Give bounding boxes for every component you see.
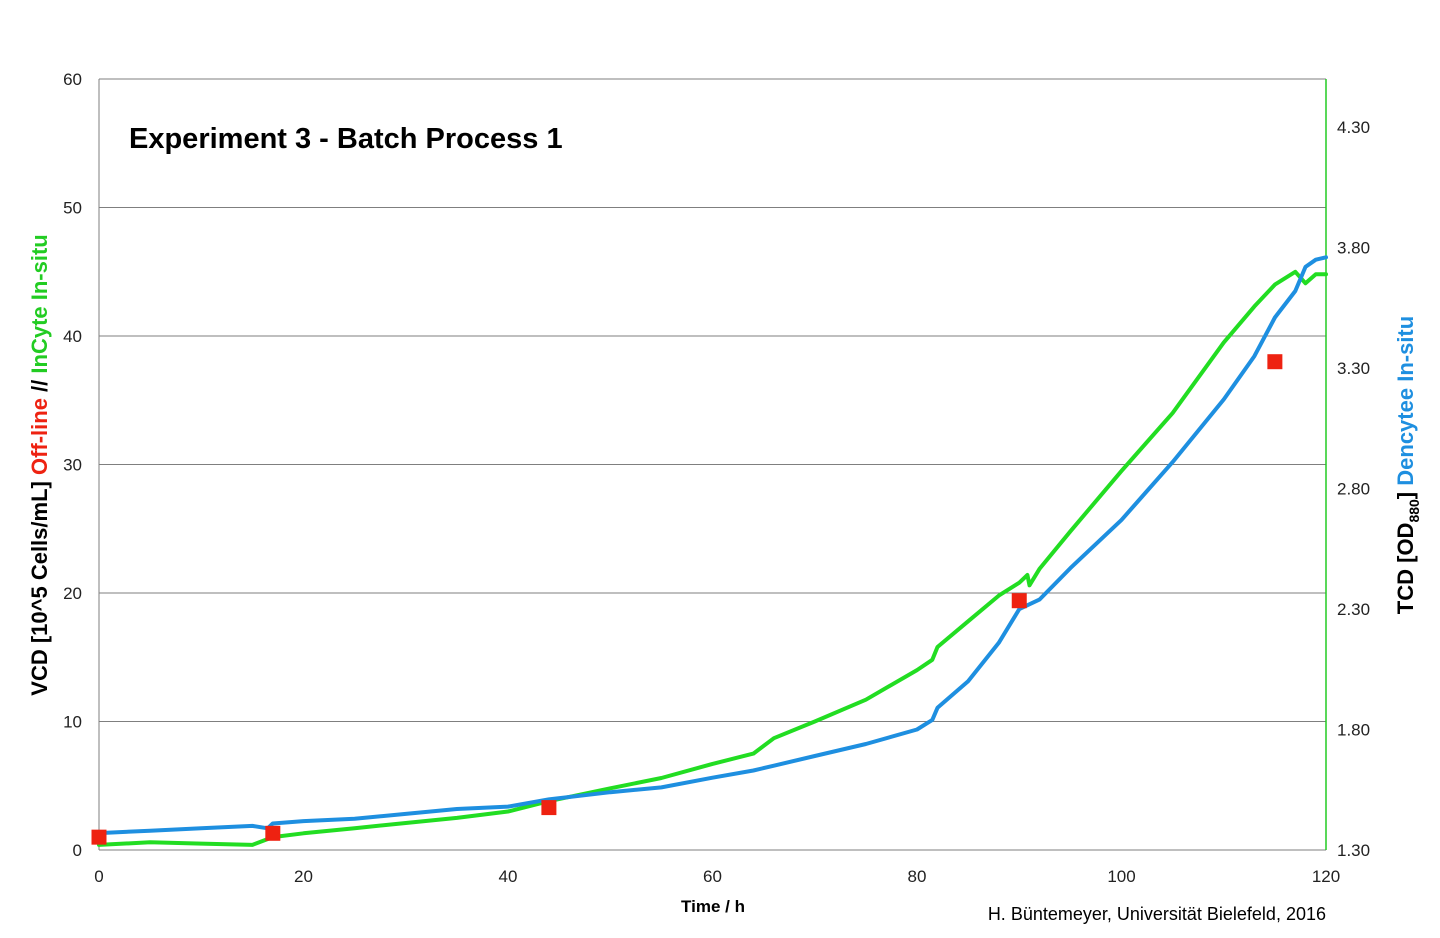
x-axis-label: Time / h: [681, 897, 745, 916]
dencytee-series-line: [97, 255, 1328, 836]
incyte-series-line: [97, 269, 1328, 847]
offline-point: [265, 825, 281, 841]
y-left-tick-20: 20: [63, 584, 82, 603]
offline-point: [541, 800, 557, 816]
y-right-label-dencytee: Dencytee In-situ: [1393, 316, 1418, 486]
offline-point: [1267, 354, 1283, 370]
x-tick-60: 60: [703, 867, 722, 886]
y-right-label-suffix: ]: [1393, 486, 1418, 499]
x-tick-labels: 0 20 40 60 80 100 120: [94, 867, 1340, 886]
offline-markers: [91, 354, 1283, 845]
y-left-tick-30: 30: [63, 456, 82, 475]
y-right-tick-2.30: 2.30: [1337, 600, 1370, 619]
y-left-axis-label: VCD [10^5 Cells/mL] Off-line // InCyte I…: [27, 234, 52, 695]
y-left-label-prefix: VCD [10^5 Cells/mL]: [27, 475, 52, 696]
y-right-tick-1.30: 1.30: [1337, 841, 1370, 860]
y-right-tick-4.30: 4.30: [1337, 118, 1370, 137]
x-tick-100: 100: [1107, 867, 1135, 886]
y-left-label-incyte: InCyte In-situ: [27, 234, 52, 373]
y-right-tick-3.80: 3.80: [1337, 239, 1370, 258]
y-right-label-subscript: 880: [1406, 499, 1422, 523]
axes: [98, 78, 1327, 851]
y-left-label-separator: //: [27, 374, 52, 398]
y-right-label-prefix: TCD [OD: [1393, 523, 1418, 615]
y-right-tick-1.80: 1.80: [1337, 721, 1370, 740]
y-left-tick-40: 40: [63, 327, 82, 346]
y-right-tick-2.80: 2.80: [1337, 480, 1370, 499]
y-right-axis-label: TCD [OD880] Dencytee In-situ: [1393, 316, 1422, 614]
x-tick-80: 80: [908, 867, 927, 886]
y-left-tick-60: 60: [63, 70, 82, 89]
x-tick-0: 0: [94, 867, 103, 886]
grid-lines: [99, 78, 1326, 722]
offline-point: [1011, 593, 1027, 609]
y-left-tick-0: 0: [73, 841, 82, 860]
chart-title: Experiment 3 - Batch Process 1: [129, 123, 563, 155]
y-left-label-offline: Off-line: [27, 398, 52, 475]
x-tick-120: 120: [1312, 867, 1340, 886]
y-right-tick-3.30: 3.30: [1337, 359, 1370, 378]
y-left-tick-labels: 0 10 20 30 40 50 60: [63, 70, 82, 860]
offline-point: [91, 829, 107, 845]
y-left-tick-10: 10: [63, 713, 82, 732]
y-right-tick-labels: 1.30 1.80 2.30 2.80 3.30 3.80 4.30: [1337, 118, 1370, 860]
x-tick-40: 40: [499, 867, 518, 886]
series-layer: [97, 255, 1328, 847]
x-tick-20: 20: [294, 867, 313, 886]
credit-text: H. Büntemeyer, Universität Bielefeld, 20…: [988, 904, 1326, 924]
y-left-tick-50: 50: [63, 199, 82, 218]
